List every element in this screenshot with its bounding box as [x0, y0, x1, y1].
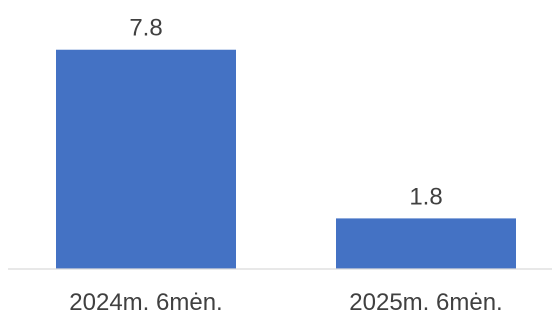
data-label-0: 7.8: [129, 15, 162, 42]
tick-labels-layer: 2024m. 6mėn. 2025m. 6mėn.: [69, 289, 502, 316]
x-tick-label-1: 2025m. 6mėn.: [349, 289, 502, 316]
bar-1: [336, 218, 516, 269]
x-tick-label-0: 2024m. 6mėn.: [69, 289, 222, 316]
bar-0: [56, 49, 236, 269]
value-labels-layer: 7.8 1.8: [129, 15, 442, 211]
bars-layer: [56, 49, 516, 269]
data-label-1: 1.8: [409, 183, 442, 210]
